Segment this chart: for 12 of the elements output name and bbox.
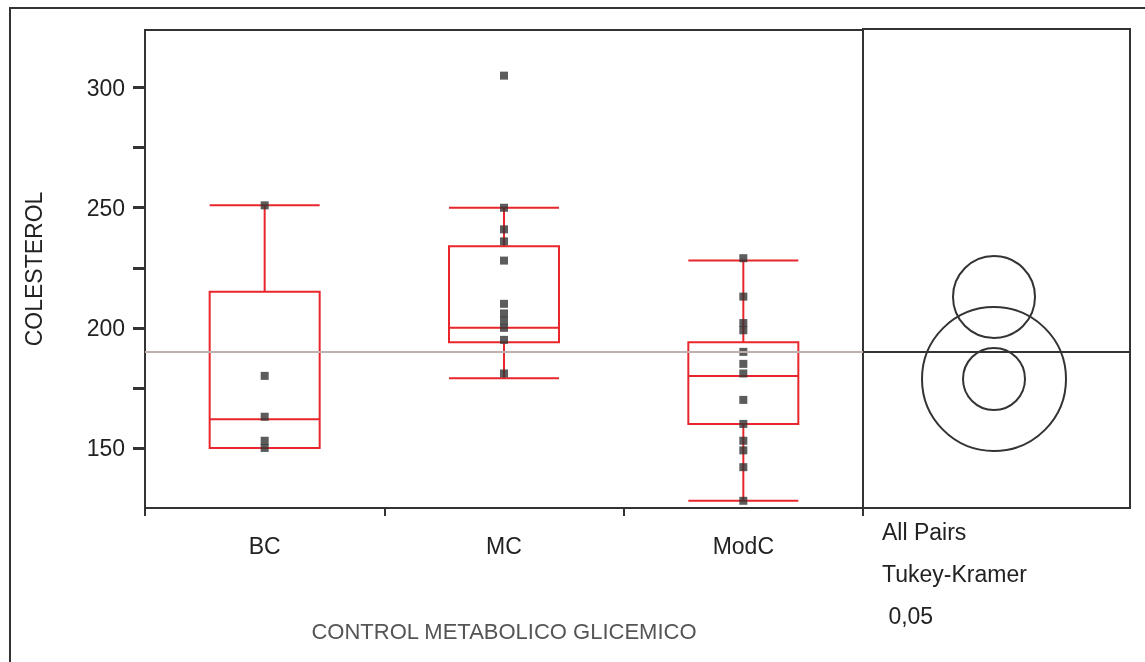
x-tick-label: ModC — [712, 532, 775, 559]
y-tick-label: 300 — [86, 74, 125, 101]
text: All Pairs — [882, 518, 967, 545]
y-axis-title: COLESTEROL — [20, 191, 47, 347]
y-tick-label: 250 — [86, 194, 125, 221]
text: 0,05 — [882, 602, 934, 629]
text: Tukey-Kramer — [882, 560, 1028, 587]
x-tick-label: BC — [248, 532, 281, 559]
x-axis-title: CONTROL METABOLICO GLICEMICO — [311, 618, 697, 644]
y-tick-label: 150 — [86, 434, 125, 461]
y-tick-label: 200 — [86, 314, 125, 341]
x-tick-label: MC — [486, 532, 522, 559]
